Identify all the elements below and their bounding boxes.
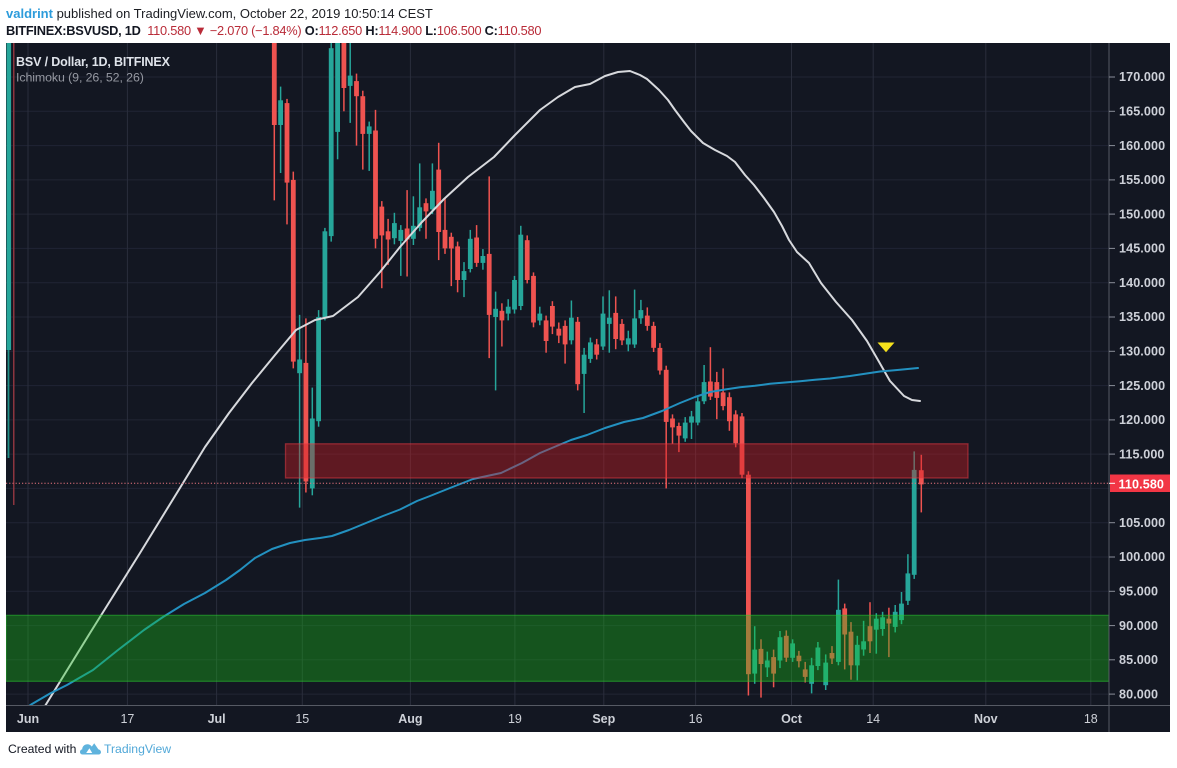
svg-text:140.000: 140.000	[1119, 276, 1165, 290]
svg-text:95.000: 95.000	[1119, 585, 1158, 599]
svg-text:125.000: 125.000	[1119, 379, 1165, 393]
svg-text:100.000: 100.000	[1119, 550, 1165, 564]
svg-text:120.000: 120.000	[1119, 413, 1165, 427]
svg-text:85.000: 85.000	[1119, 653, 1158, 667]
svg-text:130.000: 130.000	[1119, 345, 1165, 359]
svg-text:160.000: 160.000	[1119, 139, 1165, 153]
svg-text:Aug: Aug	[398, 712, 422, 726]
svg-text:80.000: 80.000	[1119, 687, 1158, 701]
svg-text:Nov: Nov	[974, 712, 998, 726]
svg-text:19: 19	[508, 712, 522, 726]
svg-text:165.000: 165.000	[1119, 105, 1165, 119]
svg-text:14: 14	[866, 712, 880, 726]
svg-text:150.000: 150.000	[1119, 207, 1165, 221]
svg-text:145.000: 145.000	[1119, 242, 1165, 256]
svg-text:16: 16	[689, 712, 703, 726]
svg-text:Oct: Oct	[781, 712, 803, 726]
svg-text:17: 17	[120, 712, 134, 726]
svg-text:105.000: 105.000	[1119, 516, 1165, 530]
svg-text:Ichimoku (9, 26, 52, 26): Ichimoku (9, 26, 52, 26)	[16, 71, 144, 85]
svg-text:BSV / Dollar, 1D, BITFINEX: BSV / Dollar, 1D, BITFINEX	[16, 55, 171, 69]
svg-text:135.000: 135.000	[1119, 310, 1165, 324]
svg-text:90.000: 90.000	[1119, 619, 1158, 633]
svg-text:170.000: 170.000	[1119, 70, 1165, 84]
svg-text:18: 18	[1084, 712, 1098, 726]
svg-text:Jul: Jul	[208, 712, 226, 726]
svg-text:155.000: 155.000	[1119, 173, 1165, 187]
svg-text:Sep: Sep	[592, 712, 615, 726]
svg-text:Jun: Jun	[17, 712, 39, 726]
svg-text:110.580: 110.580	[1119, 477, 1165, 491]
svg-text:15: 15	[295, 712, 309, 726]
svg-text:115.000: 115.000	[1119, 447, 1165, 461]
